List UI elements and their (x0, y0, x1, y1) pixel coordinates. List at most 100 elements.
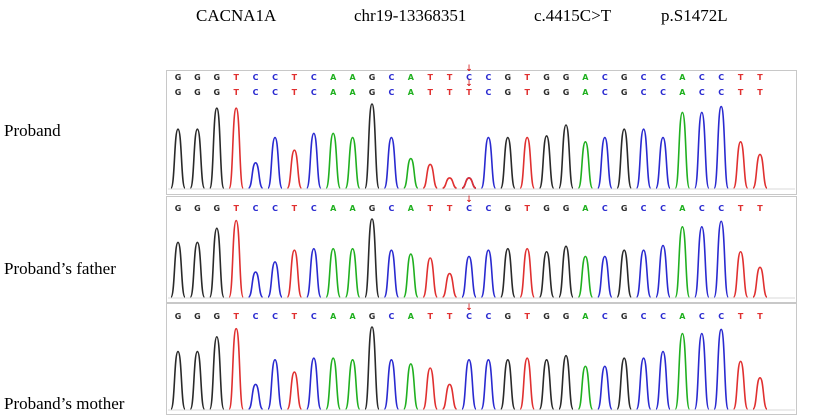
trace-peak (228, 219, 244, 298)
trace-peak (344, 247, 361, 298)
trace-peak (286, 149, 303, 189)
trace-peak (538, 135, 555, 189)
base-call: G (504, 73, 512, 82)
trace-peak (209, 227, 225, 298)
trace-peak (635, 128, 652, 189)
trace-peak (461, 359, 477, 410)
trace-peak (500, 359, 516, 410)
trace-plot (166, 196, 797, 303)
trace-peak (325, 247, 341, 298)
trace-peak (364, 326, 380, 410)
base-call: C (272, 312, 278, 321)
trace-peak (422, 163, 438, 189)
trace-peak (500, 136, 516, 189)
base-call: C (698, 312, 705, 321)
trace-peak (694, 332, 710, 410)
base-call: A (407, 73, 414, 82)
base-call: G (562, 88, 570, 97)
base-call: A (330, 312, 337, 321)
base-call: T (757, 312, 763, 321)
base-call: C (640, 88, 647, 97)
trace-plot (166, 303, 797, 415)
trace-peak (344, 359, 361, 410)
base-call: T (737, 88, 744, 97)
trace-peak (461, 255, 477, 298)
base-call: C (485, 204, 492, 213)
base-call: C (660, 73, 666, 82)
trace-peak (635, 249, 652, 298)
base-call: G (368, 204, 376, 213)
base-call: T (291, 204, 298, 213)
trace-peak (558, 124, 574, 189)
chromatogram-father: G G G T C C T C A A G C A T T C C G T G G A C G C C A C C T T ↓ (166, 196, 797, 303)
base-call: C (310, 88, 317, 97)
base-call: A (679, 88, 686, 97)
trace-peak (189, 128, 206, 189)
trace-peak (228, 327, 244, 410)
trace-peak (441, 383, 458, 410)
base-call: T (524, 73, 530, 82)
trace-peak (655, 350, 671, 410)
base-call: T (446, 204, 453, 213)
base-call: T (757, 204, 763, 213)
base-call: C (252, 204, 259, 213)
chromatogram-mother: G G G T C C T C A A G C A T T C C G T G G A C G C C A C C T T ↓ (166, 303, 797, 415)
trace-peak (655, 136, 671, 189)
base-call: G (174, 204, 182, 213)
trace-peak (383, 136, 400, 189)
base-call: G (368, 312, 376, 321)
gene-name: CACNA1A (196, 6, 277, 25)
trace-peak (325, 132, 341, 189)
trace-peak (480, 359, 497, 410)
trace-peak (616, 357, 632, 410)
variant-marker-icon: ↓ (465, 195, 473, 205)
base-call: C (466, 73, 472, 82)
trace-peak (752, 266, 768, 298)
base-call: C (485, 312, 492, 321)
base-call: A (582, 88, 589, 97)
trace-peak (209, 107, 225, 189)
trace-peak (403, 363, 419, 410)
base-call: A (679, 312, 686, 321)
trace-peak (286, 249, 303, 298)
trace-peak (228, 107, 244, 189)
trace-peak (325, 357, 341, 410)
base-call: A (349, 204, 356, 213)
trace-peak (170, 128, 186, 189)
base-call: C (252, 88, 259, 97)
base-call: C (252, 73, 259, 82)
base-call: C (698, 73, 705, 82)
trace-peak (732, 141, 749, 189)
trace-peak (422, 367, 438, 410)
base-call: G (562, 204, 570, 213)
trace-peak (364, 103, 380, 189)
base-call: T (291, 312, 298, 321)
base-call: T (291, 73, 298, 82)
base-call: A (407, 88, 414, 97)
trace-peak (500, 247, 516, 298)
trace-peak (635, 357, 652, 410)
sample-label-father: Proband’s father (4, 259, 116, 278)
genomic-position: chr19-13368351 (354, 6, 467, 25)
trace-peak (383, 249, 400, 298)
trace-peak (597, 365, 613, 410)
base-call: G (562, 312, 570, 321)
trace-peak (267, 359, 283, 410)
trace-peak (403, 157, 419, 189)
base-call: G (174, 312, 182, 321)
trace-peak (674, 111, 691, 189)
base-call: C (272, 204, 278, 213)
base-call: C (466, 204, 472, 213)
base-call: G (213, 73, 221, 82)
base-call: C (310, 73, 317, 82)
trace-peak (306, 132, 322, 189)
base-call: G (194, 312, 201, 321)
base-call: G (174, 88, 182, 97)
base-call: G (562, 73, 570, 82)
trace-peak (694, 226, 710, 298)
base-call: G (368, 88, 376, 97)
